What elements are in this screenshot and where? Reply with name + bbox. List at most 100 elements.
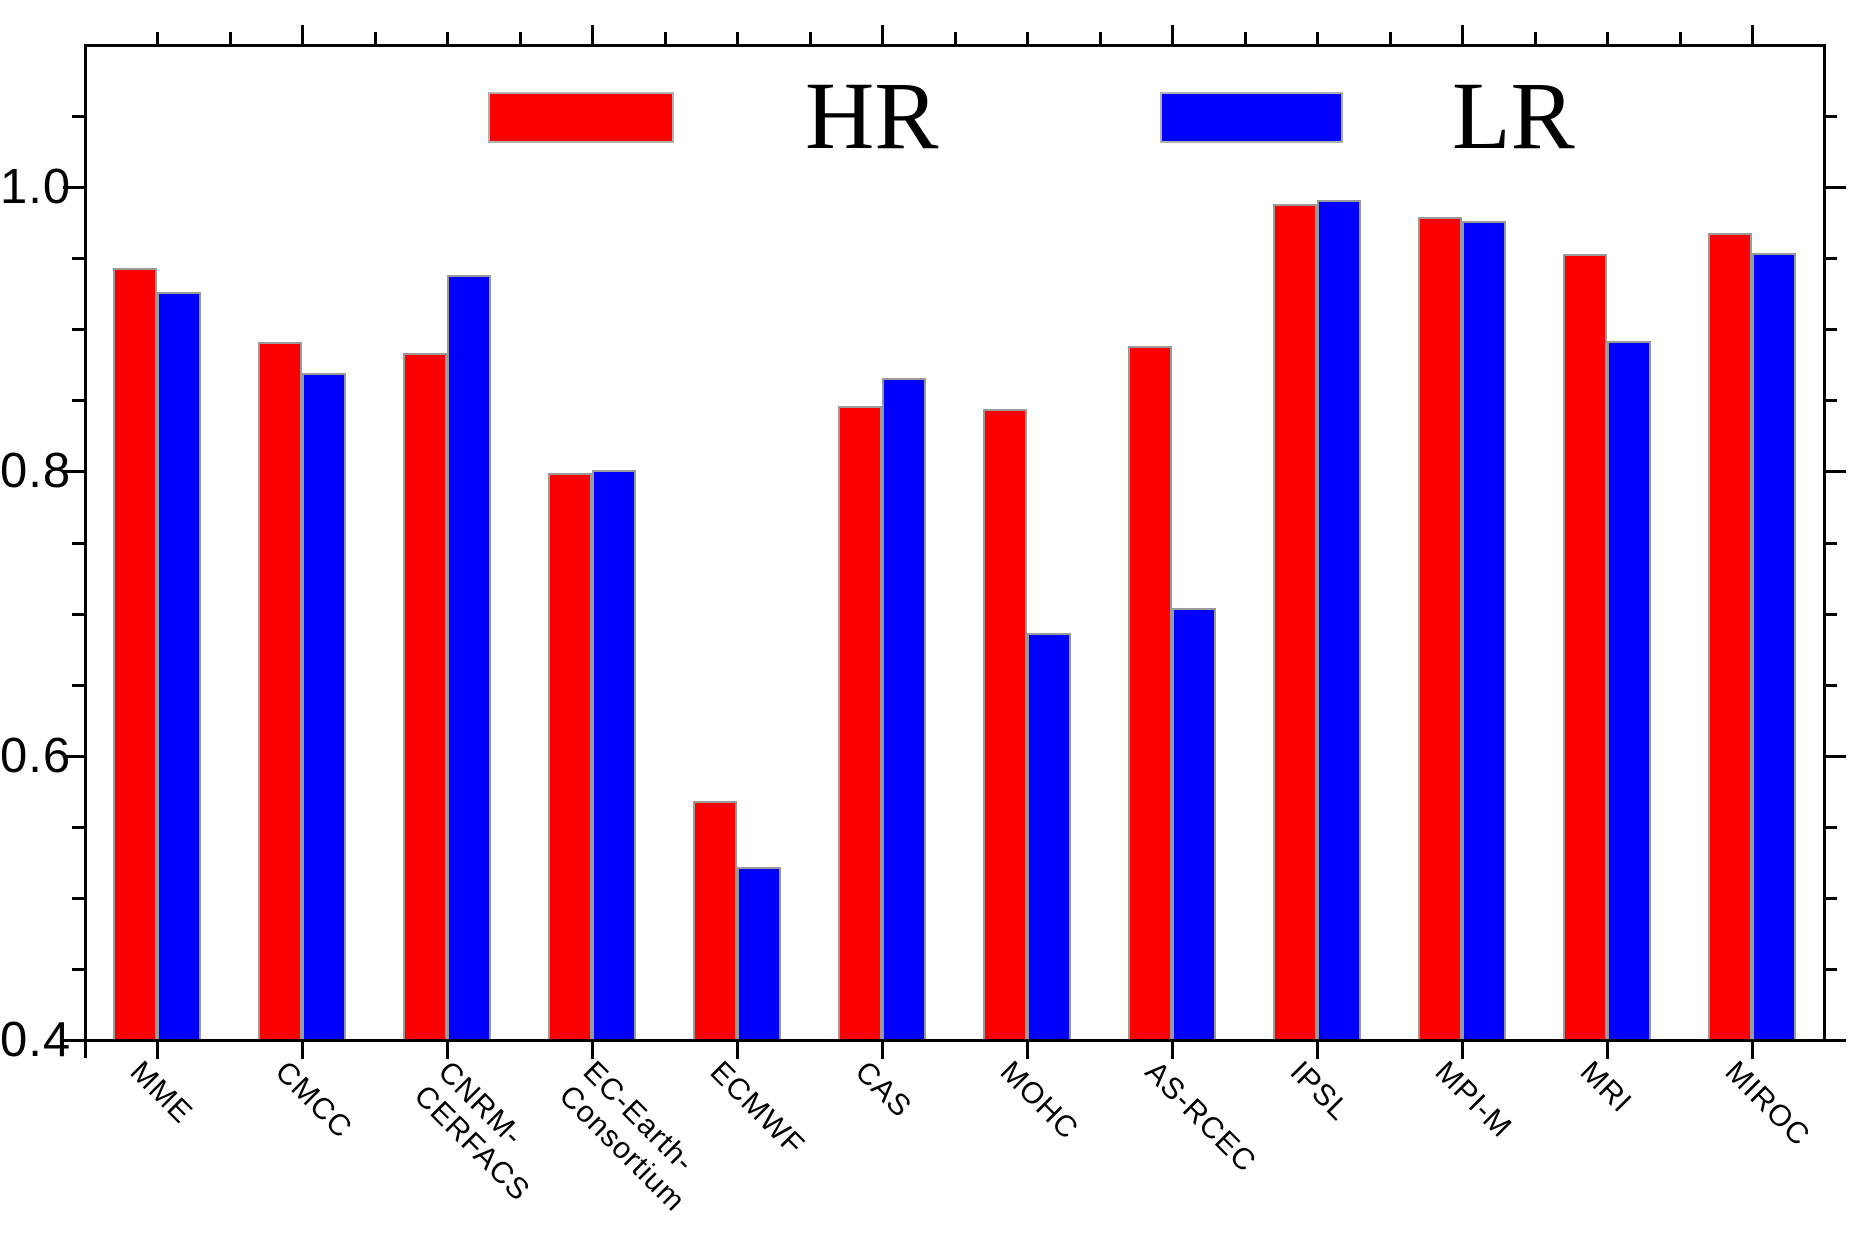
y-axis-tick xyxy=(63,754,85,758)
bar-lr-5 xyxy=(737,866,781,1039)
y-axis-tick-right xyxy=(1824,1039,1846,1042)
y-tick-label-0.8: 0.8 xyxy=(0,444,72,499)
y-axis-tick-right xyxy=(1824,186,1846,190)
bar-hr-3 xyxy=(403,353,447,1039)
bar-hr-12 xyxy=(1708,232,1752,1039)
bar-lr-2 xyxy=(302,373,346,1039)
bar-lr-1 xyxy=(157,292,201,1039)
bar-hr-1 xyxy=(113,268,157,1039)
x-axis-tick xyxy=(156,1041,159,1059)
y-axis-tick-right xyxy=(1824,541,1837,545)
bar-hr-8 xyxy=(1128,346,1172,1039)
bar-lr-3 xyxy=(447,275,491,1039)
top-axis-tick xyxy=(518,32,522,45)
y-axis-tick-right xyxy=(1824,115,1837,119)
bar-lr-6 xyxy=(882,377,926,1039)
x-tick-label-mpi-m: MPI-M xyxy=(1428,1055,1518,1145)
x-tick-label-cmcc: CMCC xyxy=(268,1055,359,1145)
y-axis-left xyxy=(84,44,87,1058)
bar-hr-11 xyxy=(1563,253,1607,1039)
top-axis-tick xyxy=(1751,25,1754,45)
x-axis-tick xyxy=(1171,1041,1174,1059)
bar-hr-7 xyxy=(983,408,1027,1039)
bar-hr-5 xyxy=(693,801,737,1039)
y-axis-tick xyxy=(63,186,85,190)
bar-lr-12 xyxy=(1752,252,1796,1039)
x-axis-tick xyxy=(301,1041,304,1059)
y-axis-tick xyxy=(72,825,85,829)
y-tick-label-1.0: 1.0 xyxy=(0,160,72,215)
y-axis-tick xyxy=(63,470,85,474)
y-axis-tick xyxy=(72,896,85,900)
y-axis-tick xyxy=(72,541,85,545)
x-axis-tick xyxy=(1606,1041,1609,1059)
bar-hr-10 xyxy=(1418,216,1462,1039)
y-axis-tick-right xyxy=(1824,328,1837,332)
y-axis-tick xyxy=(72,967,85,971)
x-tick-label-mri: MRI xyxy=(1573,1055,1639,1120)
x-axis-top xyxy=(84,44,1826,47)
x-tick-label-as-rcec: AS-RCEC xyxy=(1138,1055,1263,1179)
top-axis-tick xyxy=(228,32,232,45)
bar-lr-8 xyxy=(1172,607,1216,1039)
top-axis-tick xyxy=(446,32,449,45)
legend-lr-label: LR xyxy=(1452,62,1575,169)
x-axis-tick xyxy=(736,1041,739,1059)
y-axis-tick xyxy=(72,257,85,261)
y-axis-tick-right xyxy=(1824,612,1837,616)
bar-lr-4 xyxy=(592,470,636,1039)
bar-hr-4 xyxy=(548,472,592,1039)
top-axis-tick xyxy=(663,32,667,45)
top-axis-tick xyxy=(1098,32,1102,45)
top-axis-tick xyxy=(1243,32,1247,45)
x-tick-label-mme: MME xyxy=(123,1055,199,1130)
bar-hr-2 xyxy=(258,342,302,1039)
top-axis-tick xyxy=(1026,32,1029,45)
legend-hr-swatch xyxy=(488,92,674,143)
top-axis-tick xyxy=(1678,32,1682,45)
x-tick-label-miroc: MIROC xyxy=(1718,1055,1817,1153)
x-axis-tick xyxy=(446,1041,449,1059)
x-axis-tick xyxy=(881,1041,884,1059)
y-tick-label-0.6: 0.6 xyxy=(0,728,72,783)
bar-hr-9 xyxy=(1273,204,1317,1039)
y-axis-tick-right xyxy=(1824,967,1837,971)
x-tick-label-ipsl: IPSL xyxy=(1283,1055,1356,1128)
y-axis-tick xyxy=(72,683,85,687)
y-axis-tick-right xyxy=(1824,470,1846,474)
top-axis-tick xyxy=(1606,32,1609,45)
top-axis-tick xyxy=(373,32,377,45)
x-axis-tick xyxy=(1316,1041,1319,1059)
top-axis-tick xyxy=(1316,32,1319,45)
top-axis-tick xyxy=(1533,32,1537,45)
x-axis-tick xyxy=(1751,1041,1754,1059)
x-tick-label-ec-earth-: EC-Earth- Consortium xyxy=(552,1055,701,1218)
x-tick-label-cas: CAS xyxy=(848,1055,918,1125)
x-axis-tick xyxy=(591,1041,594,1059)
y-axis-tick xyxy=(72,399,85,403)
y-axis-tick-right xyxy=(1824,825,1837,829)
x-tick-label-cnrm-: CNRM- CERFACS xyxy=(407,1055,537,1208)
y-axis-tick xyxy=(72,612,85,616)
bar-hr-6 xyxy=(838,406,882,1039)
bar-lr-10 xyxy=(1462,221,1506,1039)
top-axis-tick xyxy=(156,32,159,45)
top-axis-tick xyxy=(953,32,957,45)
legend-hr-label: HR xyxy=(805,62,939,169)
y-tick-label-0.4: 0.4 xyxy=(0,1013,72,1067)
y-axis-tick-right xyxy=(1824,399,1837,403)
bar-lr-11 xyxy=(1607,340,1651,1039)
y-axis-tick-right xyxy=(1824,754,1846,758)
top-axis-tick xyxy=(1388,32,1392,45)
y-axis-tick xyxy=(72,115,85,119)
x-tick-label-ecmwf: ECMWF xyxy=(703,1055,811,1162)
top-axis-tick xyxy=(1171,25,1174,45)
top-axis-tick xyxy=(736,32,739,45)
legend-lr-swatch xyxy=(1160,92,1343,143)
y-axis-tick xyxy=(72,328,85,332)
y-axis-tick xyxy=(63,1039,85,1042)
bar-lr-9 xyxy=(1317,199,1361,1039)
top-axis-tick xyxy=(881,25,884,45)
top-axis-tick xyxy=(1461,25,1464,45)
